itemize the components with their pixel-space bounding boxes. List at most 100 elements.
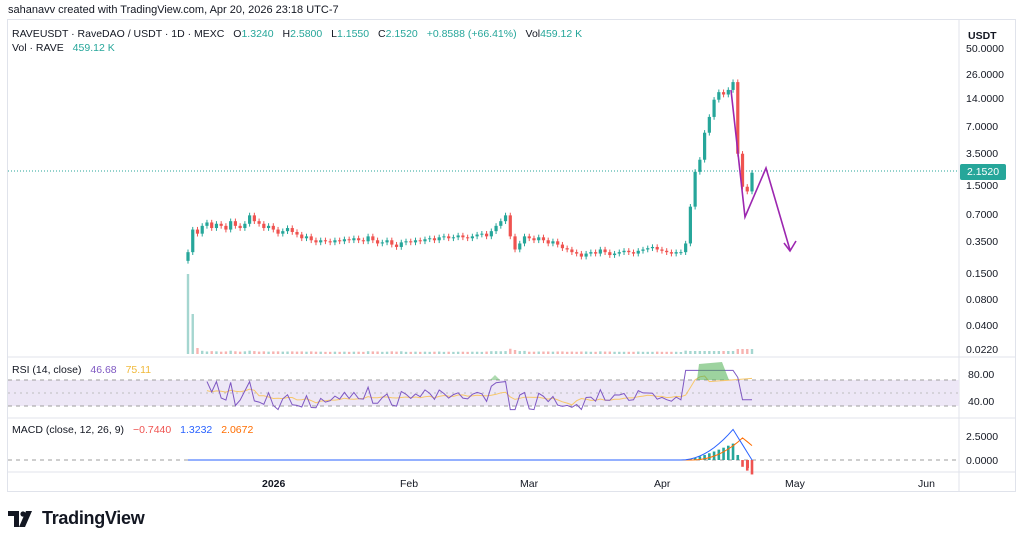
open-label: O [233, 28, 242, 40]
rsi-label[interactable]: RSI (14, close) [12, 364, 82, 376]
volume-bar [717, 351, 721, 354]
volume-bar [575, 351, 578, 354]
candle-body [740, 153, 745, 187]
volume-bar [300, 351, 303, 354]
candle-body [252, 215, 256, 222]
candle-body [703, 132, 707, 160]
volume-bar [570, 351, 574, 354]
price-tick: 0.0400 [966, 320, 999, 332]
tradingview-logo[interactable]: TradingView [8, 508, 145, 529]
macd-tick: 2.5000 [966, 431, 999, 443]
price-tick: 0.0800 [966, 294, 999, 306]
candle-body [290, 228, 294, 232]
candle-body [650, 246, 655, 249]
candle-body [537, 237, 541, 241]
macd-histogram-bar [717, 449, 721, 460]
volume-bar [670, 351, 673, 354]
candle-body [593, 252, 598, 254]
candle-body [641, 249, 645, 251]
candle-body [205, 222, 209, 226]
macd-histogram-bar [731, 443, 735, 460]
volume-bar [475, 351, 479, 354]
volume-bar [291, 351, 294, 354]
candle-body [243, 223, 247, 229]
candle-body [342, 239, 347, 242]
candle-body [731, 82, 735, 90]
candle-body [413, 240, 418, 243]
last-price-tag: 2.1520 [960, 164, 1006, 180]
candle-body [508, 215, 512, 237]
time-tick: Jun [918, 478, 935, 490]
volume-bar [608, 351, 612, 354]
macd-value: −0.7440 [132, 424, 172, 436]
symbol-name[interactable]: RAVEUSDT · RaveDAO / USDT · 1D · MEXC [12, 28, 225, 40]
candle-body [736, 82, 740, 154]
volume-bar [641, 351, 645, 354]
candle-body [565, 248, 569, 250]
price-tick: 7.0000 [966, 121, 999, 133]
volume-bar [328, 351, 332, 354]
candle-body [347, 239, 351, 241]
macd-histogram-bar [708, 453, 711, 460]
candle-body [375, 240, 380, 244]
candle-body [636, 250, 640, 254]
candle-body [447, 236, 451, 239]
volume-bar [698, 351, 702, 354]
volume-bar [347, 351, 351, 354]
volume-bar [637, 351, 640, 354]
candle-body [617, 252, 621, 254]
volume-bar [646, 351, 649, 354]
candle-body [371, 236, 375, 241]
volume-bar [618, 351, 621, 354]
volume-bar [599, 351, 602, 354]
candle-body [456, 235, 460, 238]
candle-body [394, 244, 399, 247]
candle-body [688, 206, 692, 244]
candle-body [527, 236, 531, 239]
volume-bar [419, 351, 422, 354]
volume-bar [404, 351, 408, 354]
rsi-ma-value: 75.11 [125, 364, 152, 376]
candle-body [551, 241, 555, 244]
macd-tick: 0.0000 [966, 455, 999, 467]
volume-bar [703, 351, 706, 354]
volume-bar [395, 351, 398, 354]
candle-body [646, 248, 650, 250]
candle-body [333, 240, 337, 243]
macd-label[interactable]: MACD (close, 12, 26, 9) [12, 424, 125, 436]
volume-bar [651, 351, 654, 354]
candle-body [726, 89, 730, 95]
volume-bar [376, 351, 379, 354]
volume-bar [490, 351, 493, 354]
rsi-ma-line [206, 375, 753, 406]
volume-bar [210, 351, 213, 354]
volume-bar [660, 351, 664, 354]
candle-body [494, 225, 498, 232]
macd-histogram-bar [698, 456, 702, 460]
volume-bar [708, 351, 711, 354]
volume-bar [305, 351, 308, 354]
candle-body [669, 252, 674, 254]
candle-body [627, 250, 631, 253]
candle-body [584, 253, 588, 257]
candle-body [248, 215, 252, 224]
macd-histogram-bar [750, 460, 754, 475]
rsi-tick: 40.00 [968, 396, 995, 408]
volume-series-label[interactable]: Vol · RAVE [12, 42, 64, 54]
candle-body [451, 237, 456, 239]
volume-bar [513, 349, 517, 354]
candle-body [717, 92, 721, 100]
chart-frame [7, 19, 1016, 492]
volume-bar [627, 351, 630, 354]
candle-body [271, 225, 275, 230]
macd-histogram-bar [722, 447, 725, 460]
candle-body [210, 222, 214, 229]
volume-bar [324, 351, 327, 354]
volume-bar [238, 351, 242, 354]
volume-bar [201, 350, 204, 354]
candle-body [442, 236, 446, 238]
volume-bar [622, 351, 626, 354]
volume-bar [594, 351, 597, 354]
macd-histogram-bar [703, 454, 706, 460]
